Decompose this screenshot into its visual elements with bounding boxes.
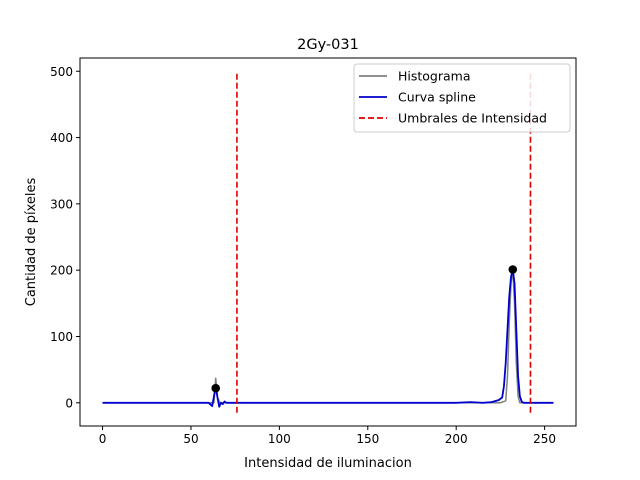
x-tick-label: 150	[356, 432, 379, 446]
x-tick-label: 250	[533, 432, 556, 446]
y-tick-label: 300	[50, 197, 73, 211]
legend: Histograma Curva spline Umbrales de Intens…	[353, 63, 571, 133]
legend-label: Curva spline	[398, 90, 476, 105]
peak-marker-1	[211, 383, 221, 393]
x-tick-label: 0	[99, 432, 107, 446]
y-tick-label: 400	[50, 131, 73, 145]
y-tick-label: 100	[50, 330, 73, 344]
axes-frame	[79, 57, 577, 427]
histogram-line	[102, 269, 554, 404]
y-tick-label: 0	[65, 396, 73, 410]
x-tick-label: 100	[268, 432, 291, 446]
legend-label: Umbrales de Intensidad	[398, 111, 547, 126]
spline-curve	[102, 268, 554, 408]
chart-title: 2Gy-031	[297, 37, 359, 53]
legend-label: Histograma	[398, 69, 471, 84]
x-axis-label: Intensidad de iluminacion	[244, 456, 412, 471]
legend-box	[353, 63, 571, 133]
x-axis: 0 50 100 150 200 250	[99, 426, 556, 446]
y-axis-label: Cantidad de píxeles	[24, 178, 39, 307]
y-tick-label: 200	[50, 264, 73, 278]
y-tick-label: 500	[50, 65, 73, 79]
x-tick-label: 50	[183, 432, 198, 446]
y-axis: 0 100 200 300 400 500	[50, 65, 80, 410]
x-tick-label: 200	[445, 432, 468, 446]
peak-marker-2	[508, 265, 518, 274]
